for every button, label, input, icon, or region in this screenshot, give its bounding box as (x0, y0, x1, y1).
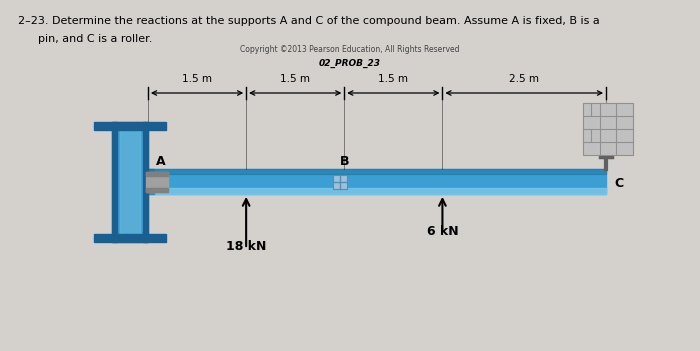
Bar (583, 103, 633, 155)
Bar (148, 169, 606, 194)
Text: 02_PROB_23: 02_PROB_23 (319, 58, 381, 68)
Bar (94, 121, 166, 130)
Text: C: C (614, 177, 623, 190)
Text: 1.5 m: 1.5 m (379, 74, 408, 84)
Bar (146, 172, 168, 192)
Bar (148, 188, 606, 194)
Text: 6 kN: 6 kN (426, 225, 459, 238)
Bar (112, 121, 148, 241)
Bar (333, 174, 347, 188)
Bar (148, 169, 154, 194)
Text: Copyright ©2013 Pearson Education, All Rights Reserved: Copyright ©2013 Pearson Education, All R… (240, 45, 460, 53)
Text: A: A (156, 155, 166, 168)
Text: B: B (340, 155, 350, 168)
Bar (112, 121, 117, 241)
Bar (146, 172, 168, 176)
Text: 1.5 m: 1.5 m (280, 74, 310, 84)
Bar (94, 233, 166, 241)
Text: 2–23. Determine the reactions at the supports A and C of the compound beam. Assu: 2–23. Determine the reactions at the sup… (18, 16, 600, 26)
Text: pin, and C is a roller.: pin, and C is a roller. (38, 34, 153, 44)
Bar (143, 121, 148, 241)
Text: 18 kN: 18 kN (226, 240, 266, 253)
Text: 1.5 m: 1.5 m (182, 74, 212, 84)
Bar (148, 169, 606, 174)
Bar (120, 121, 140, 241)
Text: 2.5 m: 2.5 m (509, 74, 539, 84)
Bar (146, 187, 168, 192)
